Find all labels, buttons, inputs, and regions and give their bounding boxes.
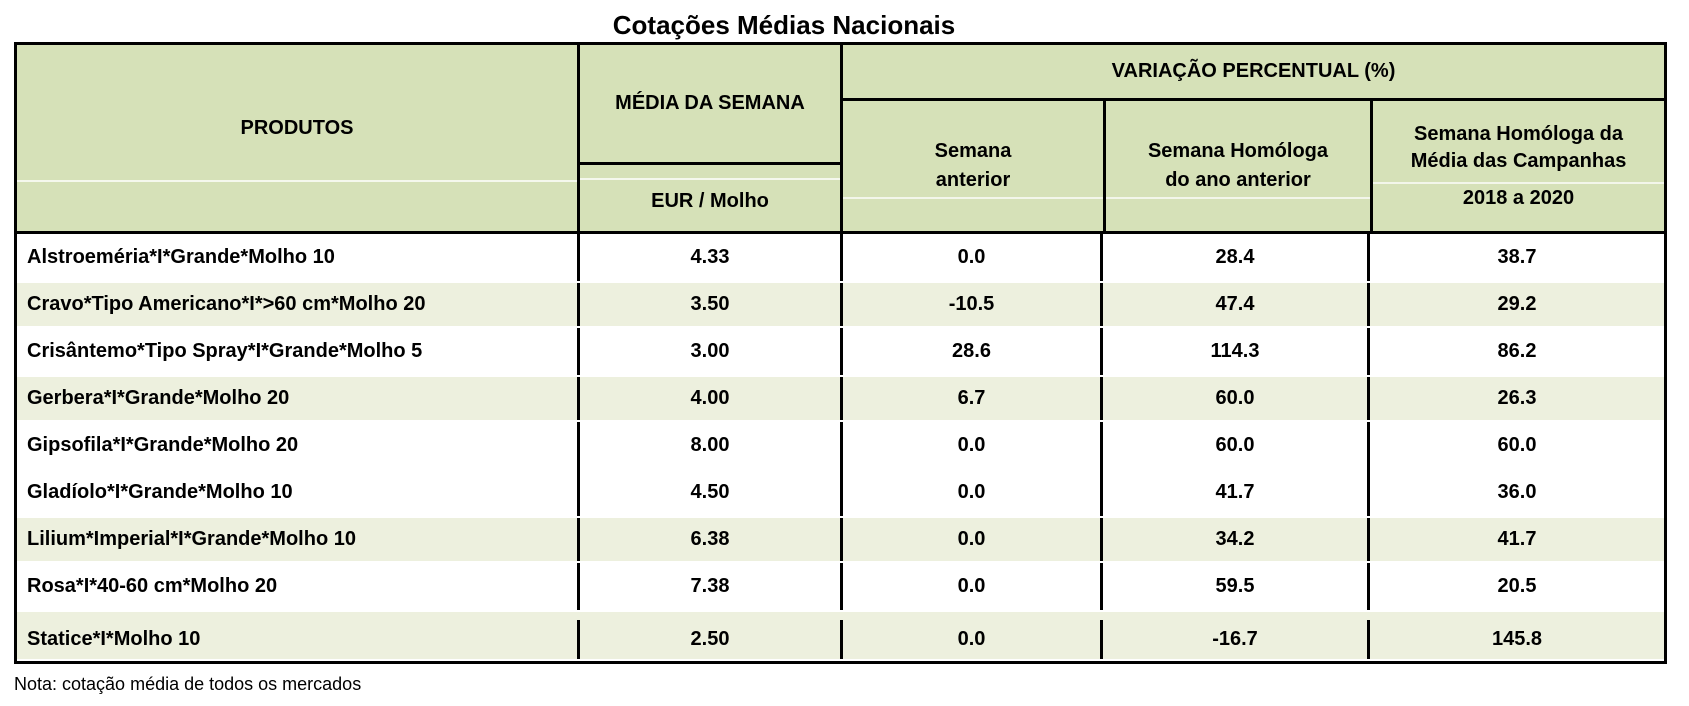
media-semana-cell: 6.38 [577, 518, 840, 561]
var-homologa-ano-cell: 59.5 [1100, 563, 1367, 610]
header-produtos: PRODUTOS [17, 45, 577, 231]
row-gerbera: Gerbera*I*Grande*Molho 20 4.00 6.7 60.0 … [17, 375, 1664, 422]
media-semana-cell: 4.00 [577, 377, 840, 420]
var-semana-anterior-cell: 0.0 [840, 422, 1100, 469]
header-media-unit: EUR / Molho [580, 165, 840, 231]
media-semana-cell: 3.00 [577, 328, 840, 375]
media-semana-cell: 4.33 [577, 234, 840, 281]
var-homologa-ano-cell: 47.4 [1100, 283, 1367, 326]
var-semana-anterior-cell: 28.6 [840, 328, 1100, 375]
var-homologa-ano-cell: 41.7 [1100, 469, 1367, 516]
header-homologa-ano-anterior: Semana Homóloga do ano anterior [1103, 101, 1370, 231]
media-semana-cell: 8.00 [577, 422, 840, 469]
var-homologa-campanhas-cell: 41.7 [1367, 518, 1664, 561]
header-produtos-label: PRODUTOS [240, 116, 354, 139]
header-homologa-ano-line1: Semana Homóloga [1147, 140, 1329, 162]
var-homologa-campanhas-cell: 38.7 [1367, 234, 1664, 281]
var-homologa-campanhas-cell: 26.3 [1367, 377, 1664, 420]
header-homologa-ano-line2: do ano anterior [1165, 169, 1311, 191]
var-homologa-ano-cell: 28.4 [1100, 234, 1367, 281]
var-semana-anterior-cell: 6.7 [840, 377, 1100, 420]
produto-cell: Lilium*Imperial*I*Grande*Molho 10 [27, 528, 356, 550]
produto-cell: Rosa*I*40-60 cm*Molho 20 [27, 575, 278, 597]
var-homologa-campanhas-cell: 86.2 [1367, 328, 1664, 375]
header-homologa-campanhas-line2: Média das Campanhas [1410, 149, 1627, 172]
var-semana-anterior-cell: 0.0 [840, 469, 1100, 516]
row-cravo: Cravo*Tipo Americano*I*>60 cm*Molho 20 3… [17, 281, 1664, 328]
var-semana-anterior-cell: -10.5 [840, 283, 1100, 326]
produto-cell: Gladíolo*I*Grande*Molho 10 [27, 481, 293, 503]
header-semana-anterior-line2: anterior [935, 169, 1011, 191]
header-variacao-subcolumns: Semana anterior Semana Homóloga do ano a… [843, 101, 1664, 231]
header-media-label: MÉDIA DA SEMANA [580, 45, 840, 166]
header-media-da-semana: MÉDIA DA SEMANA EUR / Molho [577, 45, 840, 231]
page-title: Cotações Médias Nacionais [612, 10, 956, 40]
var-semana-anterior-cell: 0.0 [840, 518, 1100, 561]
row-gipsofila: Gipsofila*I*Grande*Molho 20 8.00 0.0 60.… [17, 422, 1664, 469]
table-body: Alstroeméria*I*Grande*Molho 10 4.33 0.0 … [17, 234, 1664, 661]
var-semana-anterior-cell: 0.0 [840, 563, 1100, 610]
produto-cell: Alstroeméria*I*Grande*Molho 10 [27, 246, 335, 268]
produto-cell: Gipsofila*I*Grande*Molho 20 [27, 434, 299, 456]
row-gladiolo: Gladíolo*I*Grande*Molho 10 4.50 0.0 41.7… [17, 469, 1664, 516]
var-semana-anterior-cell: 0.0 [840, 234, 1100, 281]
var-homologa-ano-cell: 60.0 [1100, 422, 1367, 469]
header-media-unit-label: EUR / Molho [651, 189, 769, 212]
var-homologa-ano-cell: 114.3 [1100, 328, 1367, 375]
var-homologa-campanhas-cell: 20.5 [1367, 563, 1664, 610]
row-crisantemo: Crisântemo*Tipo Spray*I*Grande*Molho 5 3… [17, 328, 1664, 375]
quotations-table: PRODUTOS MÉDIA DA SEMANA EUR / Molho VAR… [14, 42, 1667, 664]
produto-cell: Gerbera*I*Grande*Molho 20 [27, 387, 290, 409]
produto-cell: Crisântemo*Tipo Spray*I*Grande*Molho 5 [27, 340, 423, 362]
var-homologa-ano-cell: 60.0 [1100, 377, 1367, 420]
header-homologa-campanhas-line1: Semana Homóloga da [1414, 122, 1623, 145]
var-homologa-campanhas-cell: 36.0 [1367, 469, 1664, 516]
footnote: Nota: cotação média de todos os mercados [14, 674, 362, 694]
media-semana-cell: 7.38 [577, 563, 840, 610]
media-semana-cell: 2.50 [577, 620, 840, 659]
table-header: PRODUTOS MÉDIA DA SEMANA EUR / Molho VAR… [17, 45, 1664, 234]
var-homologa-ano-cell: -16.7 [1100, 620, 1367, 659]
media-semana-cell: 3.50 [577, 283, 840, 326]
row-alstroemeria: Alstroeméria*I*Grande*Molho 10 4.33 0.0 … [17, 234, 1664, 281]
media-semana-cell: 4.50 [577, 469, 840, 516]
header-homologa-campanhas-line3: 2018 a 2020 [1462, 186, 1575, 209]
row-statice: Statice*I*Molho 10 2.50 0.0 -16.7 145.8 [17, 610, 1664, 661]
header-variacao-label: VARIAÇÃO PERCENTUAL (%) [843, 45, 1664, 101]
header-semana-anterior: Semana anterior [843, 101, 1103, 231]
header-variacao-percentual: VARIAÇÃO PERCENTUAL (%) Semana anterior … [840, 45, 1664, 231]
var-homologa-ano-cell: 34.2 [1100, 518, 1367, 561]
row-lilium: Lilium*Imperial*I*Grande*Molho 10 6.38 0… [17, 516, 1664, 563]
var-homologa-campanhas-cell: 29.2 [1367, 283, 1664, 326]
header-homologa-campanhas: Semana Homóloga da Média das Campanhas 2… [1370, 101, 1664, 231]
var-homologa-campanhas-cell: 60.0 [1367, 422, 1664, 469]
produto-cell: Statice*I*Molho 10 [27, 628, 201, 650]
produto-cell: Cravo*Tipo Americano*I*>60 cm*Molho 20 [27, 293, 426, 315]
var-semana-anterior-cell: 0.0 [840, 620, 1100, 659]
row-rosa: Rosa*I*40-60 cm*Molho 20 7.38 0.0 59.5 2… [17, 563, 1664, 610]
header-semana-anterior-line1: Semana [934, 140, 1012, 162]
var-homologa-campanhas-cell: 145.8 [1367, 620, 1664, 659]
